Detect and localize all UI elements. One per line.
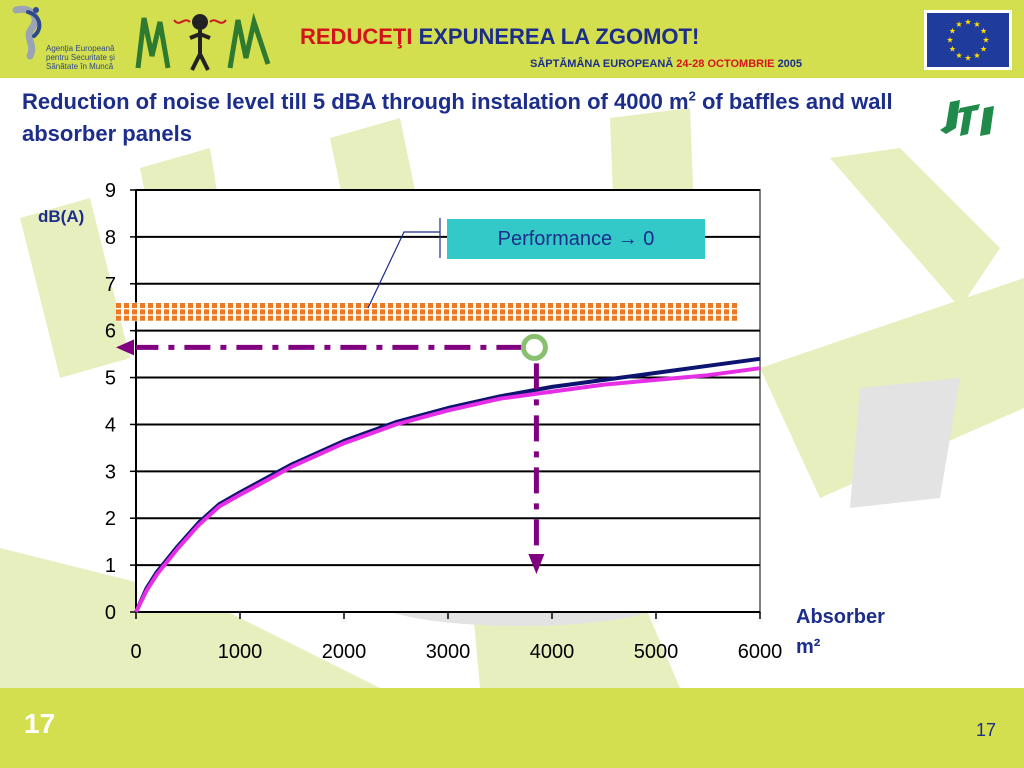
eu-star <box>973 52 981 59</box>
x-tick-label: 4000 <box>530 641 575 663</box>
eu-star <box>955 21 963 27</box>
x-tick-label: 5000 <box>634 641 679 663</box>
eu-star <box>982 36 990 43</box>
slide-title-main: Reduction of noise level till 5 dBA thro… <box>22 89 689 114</box>
y-tick-label: 3 <box>105 461 116 483</box>
headline-red: REDUCEŢI <box>300 24 413 49</box>
eu-star <box>980 27 987 34</box>
y-tick-label: 0 <box>105 602 116 624</box>
performance-callout: Performance → 0 <box>447 219 705 259</box>
slide-title-sup: 2 <box>688 88 696 104</box>
series-line-2 <box>134 366 761 613</box>
y-tick-label: 8 <box>105 227 116 249</box>
eu-star <box>949 27 956 34</box>
x-axis-label-line1: Absorber <box>796 606 885 628</box>
agency-name: Agenţia Europeană pentru Securitate şi S… <box>46 44 115 71</box>
y-tick-label: 1 <box>105 555 116 577</box>
slide-number: 17 <box>976 720 997 740</box>
header-band <box>0 0 1024 78</box>
x-tick-label: 3000 <box>426 641 471 663</box>
campaign-noise-logo <box>135 12 271 71</box>
sub-dates: 24-28 OCTOMBRIE <box>676 58 775 70</box>
eu-star <box>980 45 987 52</box>
x-axis-label: Absorber m² <box>796 602 885 662</box>
callout-leader <box>367 231 440 309</box>
sub-prefix: SĂPTĂMÂNA EUROPEANĂ <box>530 58 674 70</box>
target-marker <box>520 333 548 361</box>
y-tick-label: 4 <box>105 414 116 436</box>
x-tick-label: 0 <box>130 641 141 663</box>
slide-number-badge: 17 <box>24 708 56 739</box>
campaign-subheadline: SĂPTĂMÂNA EUROPEANĂ 24-28 OCTOMBRIE 2005 <box>530 58 802 70</box>
eu-flag <box>924 10 1012 70</box>
y-tick-label: 5 <box>105 368 116 390</box>
x-axis-label-line2: m² <box>796 636 821 658</box>
x-tick-label: 1000 <box>218 641 263 663</box>
campaign-headline: REDUCEŢI EXPUNEREA LA ZGOMOT! <box>300 24 699 50</box>
eu-star <box>964 54 972 61</box>
eu-star <box>955 52 963 59</box>
footer-band <box>0 688 1024 768</box>
vertical-guide-arrow <box>528 554 545 574</box>
eu-star <box>946 36 954 43</box>
sub-year: 2005 <box>777 58 803 70</box>
jti-logo <box>940 100 994 136</box>
y-tick-label: 7 <box>105 274 116 296</box>
slide-title: Reduction of noise level till 5 dBA thro… <box>22 86 942 150</box>
eu-osha-logo <box>12 5 42 60</box>
y-tick-label: 6 <box>105 321 116 343</box>
agency-line-1: Agenţia Europeană <box>46 44 115 53</box>
eu-star <box>949 45 956 52</box>
eu-star <box>964 18 972 25</box>
agency-line-2: pentru Securitate şi <box>46 53 115 62</box>
horizontal-guide-arrow <box>116 339 134 356</box>
agency-line-3: Sănătate în Muncă <box>46 62 114 71</box>
eu-star <box>973 21 981 27</box>
headline-blue: EXPUNEREA LA ZGOMOT! <box>418 24 700 49</box>
y-tick-label: 2 <box>105 508 116 530</box>
plot-area <box>135 189 761 613</box>
x-tick-label: 6000 <box>738 641 783 663</box>
y-tick-label: 9 <box>105 180 116 202</box>
slide-title-rest: of baffles and wall absorber panels <box>22 89 893 146</box>
y-axis-label: dB(A) <box>38 207 85 226</box>
x-tick-label: 2000 <box>322 641 367 663</box>
